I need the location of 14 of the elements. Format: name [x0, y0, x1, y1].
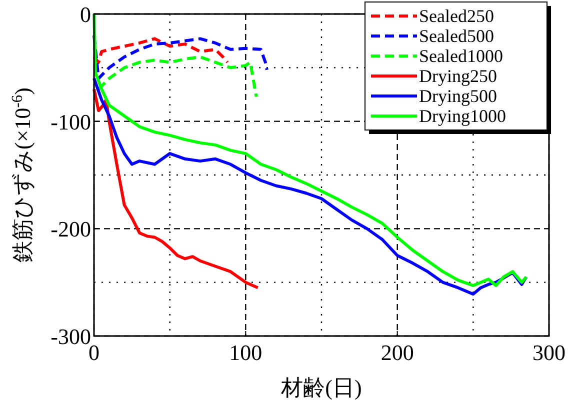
y-tick-label: -200 [50, 216, 91, 242]
legend-label: Drying250 [419, 66, 497, 86]
x-axis-title: 材齢(日) [280, 375, 362, 400]
x-tick-label: 200 [380, 340, 414, 365]
legend-label: Drying500 [419, 86, 497, 106]
legend-label: Drying1000 [419, 106, 506, 126]
y-tick-label: -300 [50, 324, 91, 349]
x-tick-label: 100 [229, 340, 262, 365]
legend-label: Sealed1000 [419, 46, 503, 66]
legend-label: Sealed500 [419, 26, 494, 46]
legend-label: Sealed250 [419, 6, 494, 26]
x-tick-label: 300 [532, 340, 566, 365]
y-tick-label: 0 [80, 2, 91, 27]
y-tick-label: -100 [50, 109, 91, 134]
